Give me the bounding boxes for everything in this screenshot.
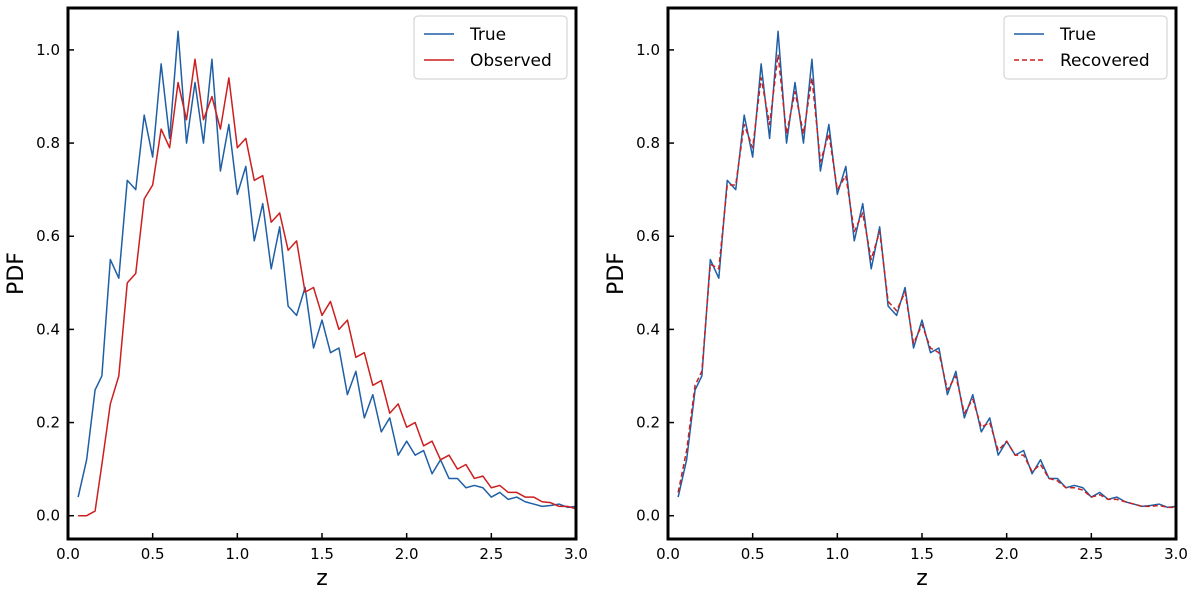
y-tick-label: 1.0 [36, 41, 60, 59]
series-line-true [677, 30, 1176, 509]
x-tick-label: 0.5 [741, 545, 765, 563]
legend-box [1003, 15, 1168, 80]
legend-label-true: True [469, 25, 506, 45]
x-axis-label: z [916, 566, 928, 591]
y-tick-label: 0.6 [36, 227, 60, 245]
x-tick-label: 2.5 [1079, 545, 1103, 563]
x-tick-label: 1.0 [225, 545, 249, 563]
legend-label-recovered: Recovered [1060, 51, 1150, 71]
legend-box [413, 15, 568, 80]
x-axis-label: z [316, 566, 328, 591]
series-line-recovered [677, 53, 1176, 509]
y-tick-label: 0.6 [636, 227, 660, 245]
y-tick-label: 0.0 [36, 507, 60, 525]
x-tick-label: 2.5 [479, 545, 503, 563]
left-panel-true-vs-observed: 0.0 0.5 1.0 1.5 2.0 2.5 3.0 0.0 0.2 0.4 0.6 0.8 1.0 z… [4, 6, 588, 591]
x-tick-label: 1.0 [825, 545, 849, 563]
series-line-true [77, 30, 576, 509]
x-tick-label: 0.0 [56, 545, 80, 563]
legend: True Observed [413, 15, 568, 80]
plot-frame [666, 6, 1178, 541]
y-tick-label: 0.8 [636, 134, 660, 152]
right-panel-true-vs-recovered: 0.0 0.5 1.0 1.5 2.0 2.5 3.0 0.0 0.2 0.4 0.6 0.8 1.0 z… [604, 6, 1188, 591]
series-line-observed [78, 58, 576, 517]
y-tick-label: 0.0 [636, 507, 660, 525]
x-tick-label: 3.0 [1164, 545, 1188, 563]
y-tick-label: 0.8 [36, 134, 60, 152]
x-tick-label: 3.0 [564, 545, 588, 563]
x-tick-label: 1.5 [910, 545, 934, 563]
legend: True Recovered [1003, 15, 1168, 80]
x-tick-label: 2.0 [995, 545, 1019, 563]
x-tick-label: 1.5 [310, 545, 334, 563]
legend-label-true: True [1059, 25, 1096, 45]
plot-frame [66, 6, 578, 541]
x-tick-label: 2.0 [395, 545, 419, 563]
legend-label-observed: Observed [470, 51, 552, 71]
y-tick-label: 0.2 [36, 414, 60, 432]
y-tick-label: 0.4 [636, 320, 660, 338]
y-tick-label: 0.2 [636, 414, 660, 432]
y-tick-label: 0.4 [36, 320, 60, 338]
x-tick-label: 0.0 [656, 545, 680, 563]
y-axis-label: PDF [604, 252, 629, 295]
y-tick-label: 1.0 [636, 41, 660, 59]
x-tick-label: 0.5 [141, 545, 165, 563]
y-axis-label: PDF [4, 252, 29, 295]
